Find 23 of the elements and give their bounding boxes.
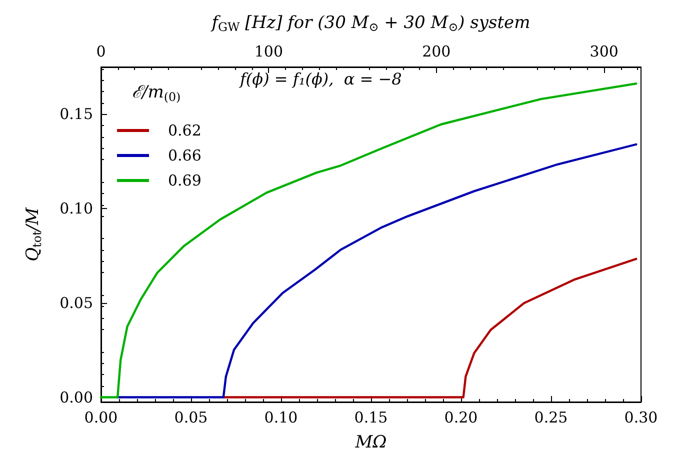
- x2-tick-label: 0: [96, 42, 106, 60]
- legend-label: 0.66: [168, 146, 202, 164]
- y-axis-title: Qtot/M: [22, 207, 44, 262]
- x-tick-label: 0.10: [264, 408, 298, 426]
- x-tick-label: 0.25: [534, 408, 568, 426]
- y-tick-label: 0.10: [60, 200, 93, 218]
- line-series: [116, 143, 638, 398]
- legend-label: 0.62: [168, 122, 202, 140]
- y-tick-label: 0.05: [60, 294, 93, 312]
- x-tick-label: 0.05: [174, 408, 208, 426]
- legend-label: 0.69: [168, 172, 202, 190]
- x-tick-label: 0.30: [624, 408, 658, 426]
- x-tick-label: 0.15: [354, 408, 388, 426]
- x2-tick-label: 100: [254, 42, 284, 60]
- x-tick-label: 0.00: [84, 408, 118, 426]
- line-series: [222, 258, 638, 398]
- x-tick-label: 0.20: [444, 408, 478, 426]
- y-tick-label: 0.00: [60, 388, 93, 406]
- y-tick-label: 0.15: [60, 105, 93, 124]
- x2-tick-label: 200: [422, 42, 451, 60]
- x-axis-title: MΩ: [354, 432, 387, 452]
- annotation: f(ϕ) = f₁(ϕ), α = −8: [239, 70, 402, 88]
- x2-tick-label: 300: [590, 42, 618, 60]
